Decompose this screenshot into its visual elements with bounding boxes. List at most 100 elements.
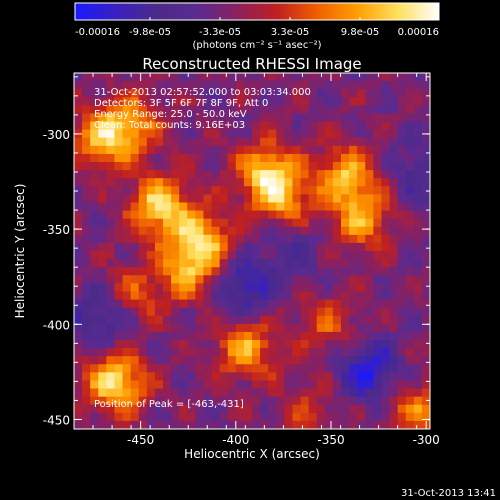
heatmap-cell — [292, 242, 301, 252]
heatmap-cell — [381, 121, 390, 131]
heatmap-cell — [349, 234, 358, 244]
heatmap-cell — [122, 420, 132, 429]
heatmap-cell — [179, 348, 188, 357]
heatmap-cell — [405, 73, 415, 82]
heatmap-cell — [130, 194, 140, 203]
heatmap-cell — [373, 348, 382, 357]
heatmap-cell — [405, 267, 415, 276]
heatmap-cell — [130, 267, 140, 276]
heatmap-cell — [106, 420, 115, 429]
heatmap-cell — [171, 145, 180, 155]
heatmap-cell — [316, 283, 326, 292]
heatmap-cell — [397, 412, 407, 422]
heatmap-cell — [349, 226, 358, 236]
heatmap-cell — [332, 275, 342, 284]
heatmap-cell — [203, 396, 212, 406]
heatmap-cell — [171, 331, 180, 341]
heatmap-cell — [316, 234, 326, 244]
heatmap-cell — [106, 356, 115, 365]
heatmap-cell — [179, 372, 188, 381]
y-tick-label: -450 — [43, 413, 70, 427]
heatmap-cell — [284, 420, 293, 429]
heatmap-cell — [227, 218, 237, 228]
heatmap-cell — [276, 121, 285, 131]
heatmap-cell — [163, 242, 172, 252]
heatmap-cell — [332, 162, 342, 171]
heatmap-cell — [82, 251, 91, 260]
heatmap-cell — [341, 372, 350, 381]
heatmap-cell — [316, 73, 326, 82]
heatmap-cell — [98, 380, 107, 389]
heatmap-cell — [316, 153, 326, 163]
heatmap-cell — [260, 178, 269, 187]
heatmap-cell — [316, 372, 326, 381]
heatmap-cell — [397, 178, 407, 187]
y-tick-label: -300 — [43, 128, 70, 142]
heatmap-cell — [300, 162, 310, 171]
heatmap-cell — [413, 178, 423, 187]
heatmap-cell — [316, 299, 326, 309]
heatmap-cell — [284, 145, 293, 155]
colorbar-tick-label: 9.8e-05 — [341, 27, 379, 38]
heatmap-cell — [308, 364, 318, 373]
heatmap-cell — [292, 396, 301, 406]
heatmap-cell — [292, 388, 301, 398]
heatmap-cell — [405, 137, 415, 147]
heatmap-cell — [154, 153, 164, 163]
heatmap-cell — [332, 137, 342, 147]
heatmap-cell — [138, 81, 148, 90]
heatmap-cell — [332, 170, 342, 179]
heatmap-cell — [195, 162, 204, 171]
heatmap-cell — [284, 307, 293, 317]
heatmap-cell — [211, 412, 221, 422]
heatmap-cell — [365, 299, 374, 309]
heatmap-cell — [357, 97, 366, 106]
heatmap-cell — [187, 291, 196, 300]
heatmap-cell — [357, 170, 366, 179]
heatmap-cell — [413, 340, 423, 349]
heatmap-cell — [349, 242, 358, 252]
heatmap-cell — [341, 331, 350, 341]
heatmap-cell — [90, 113, 99, 122]
heatmap-cell — [260, 153, 269, 163]
heatmap-cell — [82, 396, 91, 406]
heatmap-cell — [138, 113, 148, 122]
heatmap-cell — [308, 226, 318, 236]
heatmap-cell — [284, 137, 293, 147]
heatmap-cell — [389, 251, 399, 260]
heatmap-cell — [365, 97, 374, 106]
heatmap-cell — [82, 113, 91, 122]
heatmap-cell — [211, 97, 221, 106]
heatmap-cell — [252, 267, 261, 276]
heatmap-cell — [98, 420, 107, 429]
heatmap-cell — [163, 388, 172, 398]
heatmap-cell — [260, 388, 269, 398]
heatmap-cell — [219, 170, 229, 179]
heatmap-cell — [324, 81, 334, 90]
heatmap-cell — [146, 73, 156, 82]
heatmap-cell — [114, 97, 123, 106]
heatmap-cell — [154, 170, 164, 179]
heatmap-cell — [332, 194, 342, 203]
heatmap-cell — [163, 186, 172, 195]
heatmap-cell — [154, 210, 164, 220]
heatmap-cell — [365, 323, 374, 333]
heatmap-cell — [276, 178, 285, 187]
heatmap-cell — [219, 89, 229, 98]
heatmap-cell — [357, 202, 366, 211]
heatmap-cell — [349, 291, 358, 300]
heatmap-cell — [357, 234, 366, 244]
heatmap-cell — [211, 323, 221, 333]
heatmap-cell — [324, 340, 334, 349]
heatmap-cell — [203, 404, 212, 414]
heatmap-cell — [268, 315, 277, 325]
heatmap-cell — [179, 267, 188, 276]
heatmap-cell — [203, 210, 212, 220]
heatmap-cell — [324, 170, 334, 179]
heatmap-cell — [421, 121, 430, 131]
heatmap-cell — [268, 251, 277, 260]
heatmap-cell — [284, 372, 293, 381]
heatmap-cell — [397, 242, 407, 252]
heatmap-cell — [300, 364, 310, 373]
heatmap-cell — [300, 299, 310, 309]
